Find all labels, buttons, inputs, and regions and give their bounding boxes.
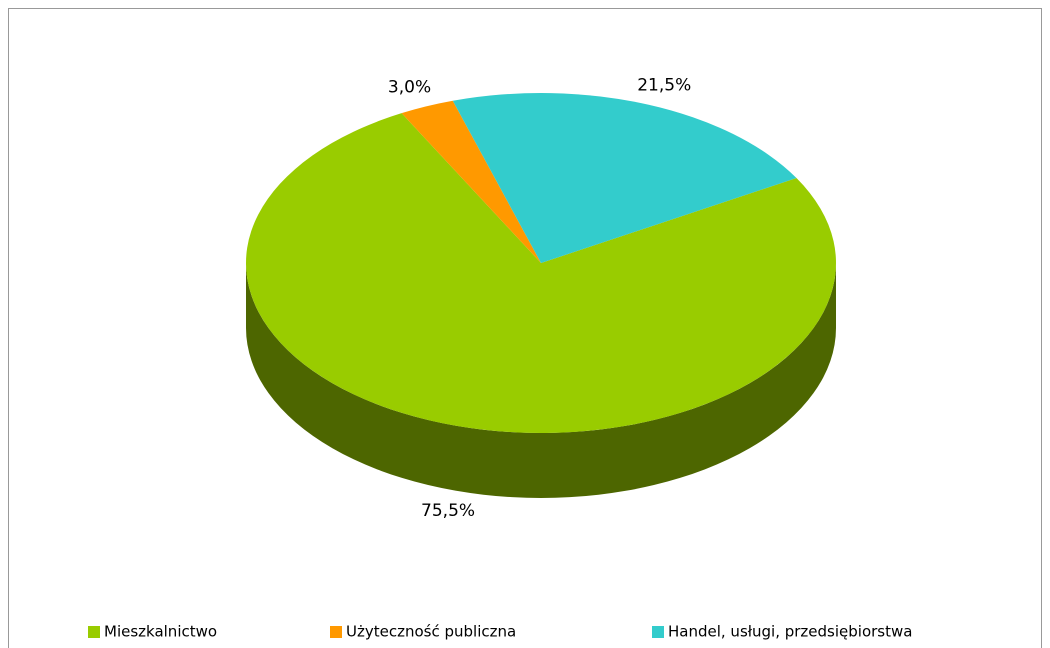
data-label: 21,5%	[637, 76, 691, 96]
legend-label: Handel, usługi, przedsiębiorstwa	[668, 623, 912, 641]
data-label: 3,0%	[388, 77, 431, 97]
legend-swatch	[88, 626, 100, 638]
pie-slice	[246, 113, 837, 434]
chart-frame	[8, 8, 1042, 648]
pie-slice	[452, 93, 797, 263]
legend-label: Mieszkalnictwo	[104, 623, 217, 641]
pie-slice	[401, 100, 541, 263]
legend-swatch	[330, 626, 342, 638]
pie-side	[246, 263, 836, 498]
data-label: 75,5%	[421, 501, 475, 521]
legend-swatch	[652, 626, 664, 638]
legend-label: Użyteczność publiczna	[346, 623, 516, 641]
